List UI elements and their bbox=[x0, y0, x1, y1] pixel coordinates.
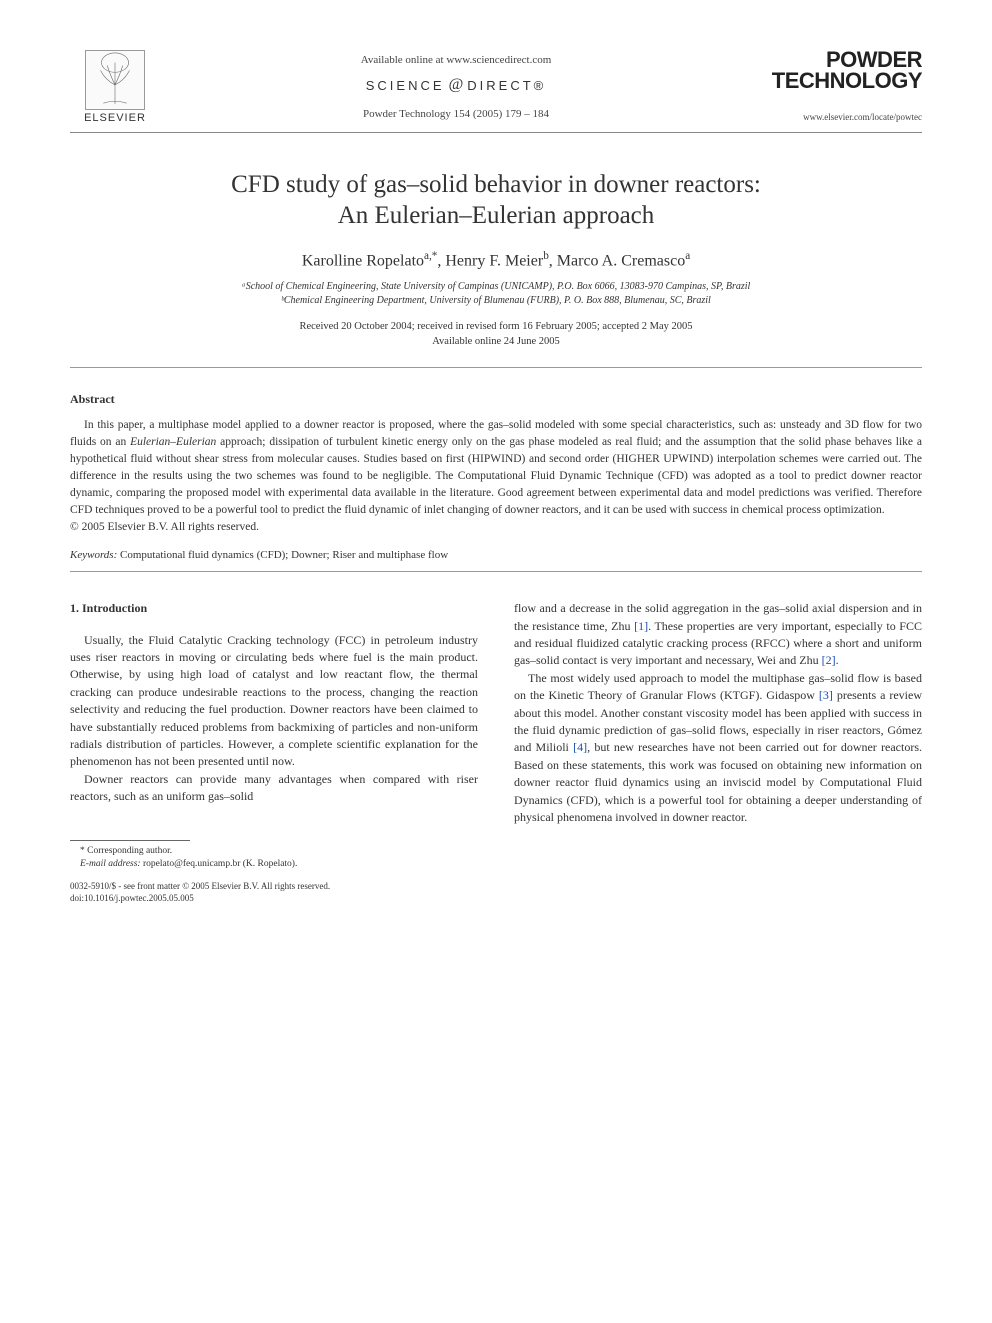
header-center: Available online at www.sciencedirect.co… bbox=[160, 50, 752, 120]
header-rule bbox=[70, 132, 922, 133]
dates-received: Received 20 October 2004; received in re… bbox=[70, 320, 922, 335]
elsevier-logo: ELSEVIER bbox=[70, 50, 160, 124]
keywords: Keywords: Computational fluid dynamics (… bbox=[70, 549, 922, 561]
intro-para-1: Usually, the Fluid Catalytic Cracking te… bbox=[70, 632, 478, 771]
journal-url: www.elsevier.com/locate/powtec bbox=[752, 112, 922, 122]
title-line1: CFD study of gas–solid behavior in downe… bbox=[231, 171, 761, 198]
intro-para-2: Downer reactors can provide many advanta… bbox=[70, 771, 478, 806]
footnote-rule bbox=[70, 840, 190, 841]
author-3-aff: a bbox=[685, 250, 690, 262]
available-online-text: Available online at www.sciencedirect.co… bbox=[160, 54, 752, 66]
sd-right: DIRECT® bbox=[467, 78, 546, 93]
abstract-heading: Abstract bbox=[70, 392, 922, 407]
affiliation-b: ᵇChemical Engineering Department, Univer… bbox=[70, 294, 922, 308]
copyright: © 2005 Elsevier B.V. All rights reserved… bbox=[70, 521, 922, 533]
abstract-ital: Eulerian–Eulerian bbox=[130, 436, 216, 448]
bottom-meta: 0032-5910/$ - see front matter © 2005 El… bbox=[70, 881, 478, 904]
journal-logo-block: POWDER TECHNOLOGY www.elsevier.com/locat… bbox=[752, 50, 922, 122]
footnote-corresponding: * Corresponding author. bbox=[70, 845, 478, 858]
c2p1c: . bbox=[836, 653, 839, 667]
elsevier-tree-icon bbox=[85, 50, 145, 110]
author-3: , Marco A. Cremasco bbox=[549, 252, 685, 269]
article-dates: Received 20 October 2004; received in re… bbox=[70, 320, 922, 349]
column-right: flow and a decrease in the solid aggrega… bbox=[514, 600, 922, 904]
keywords-text: Computational fluid dynamics (CFD); Down… bbox=[117, 549, 448, 561]
email-label: E-mail address: bbox=[80, 859, 141, 869]
author-1: Karolline Ropelato bbox=[302, 252, 424, 269]
abstract-bottom-rule bbox=[70, 571, 922, 572]
ref-2[interactable]: [2] bbox=[822, 653, 836, 667]
ref-4[interactable]: [4] bbox=[573, 740, 587, 754]
doi-line: doi:10.1016/j.powtec.2005.05.005 bbox=[70, 893, 478, 905]
ref-3[interactable]: [3] bbox=[819, 688, 833, 702]
keywords-label: Keywords: bbox=[70, 549, 117, 561]
elsevier-label: ELSEVIER bbox=[84, 112, 146, 124]
title-line2: An Eulerian–Eulerian approach bbox=[338, 202, 655, 229]
authors: Karolline Ropelatoa,*, Henry F. Meierb, … bbox=[70, 250, 922, 270]
footnote-email: E-mail address: ropelato@feq.unicamp.br … bbox=[70, 858, 478, 871]
ref-1[interactable]: [1] bbox=[634, 619, 648, 633]
author-1-aff: a,* bbox=[424, 250, 437, 262]
article-title: CFD study of gas–solid behavior in downe… bbox=[70, 169, 922, 232]
body-columns: 1. Introduction Usually, the Fluid Catal… bbox=[70, 600, 922, 904]
intro-para-4: The most widely used approach to model t… bbox=[514, 670, 922, 827]
email-address: ropelato@feq.unicamp.br (K. Ropelato). bbox=[141, 859, 298, 869]
journal-title-line2: TECHNOLOGY bbox=[752, 71, 922, 92]
affiliation-a: ᵃSchool of Chemical Engineering, State U… bbox=[70, 280, 922, 294]
author-2: , Henry F. Meier bbox=[437, 252, 543, 269]
abstract-top-rule bbox=[70, 367, 922, 368]
abstract-body: In this paper, a multiphase model applie… bbox=[70, 417, 922, 519]
issn-line: 0032-5910/$ - see front matter © 2005 El… bbox=[70, 881, 478, 893]
sd-left: SCIENCE bbox=[366, 78, 445, 93]
abstract-text-2: approach; dissipation of turbulent kinet… bbox=[70, 436, 922, 516]
sciencedirect-logo: SCIENCE @ DIRECT® bbox=[160, 76, 752, 94]
section-1-heading: 1. Introduction bbox=[70, 600, 478, 617]
intro-para-3: flow and a decrease in the solid aggrega… bbox=[514, 600, 922, 670]
sd-d-icon: @ bbox=[449, 76, 464, 94]
affiliations: ᵃSchool of Chemical Engineering, State U… bbox=[70, 280, 922, 308]
journal-citation: Powder Technology 154 (2005) 179 – 184 bbox=[160, 108, 752, 120]
dates-online: Available online 24 June 2005 bbox=[70, 335, 922, 350]
column-left: 1. Introduction Usually, the Fluid Catal… bbox=[70, 600, 478, 904]
journal-header: ELSEVIER Available online at www.science… bbox=[70, 50, 922, 124]
